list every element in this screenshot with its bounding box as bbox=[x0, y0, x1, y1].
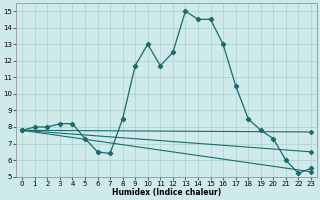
X-axis label: Humidex (Indice chaleur): Humidex (Indice chaleur) bbox=[112, 188, 221, 197]
